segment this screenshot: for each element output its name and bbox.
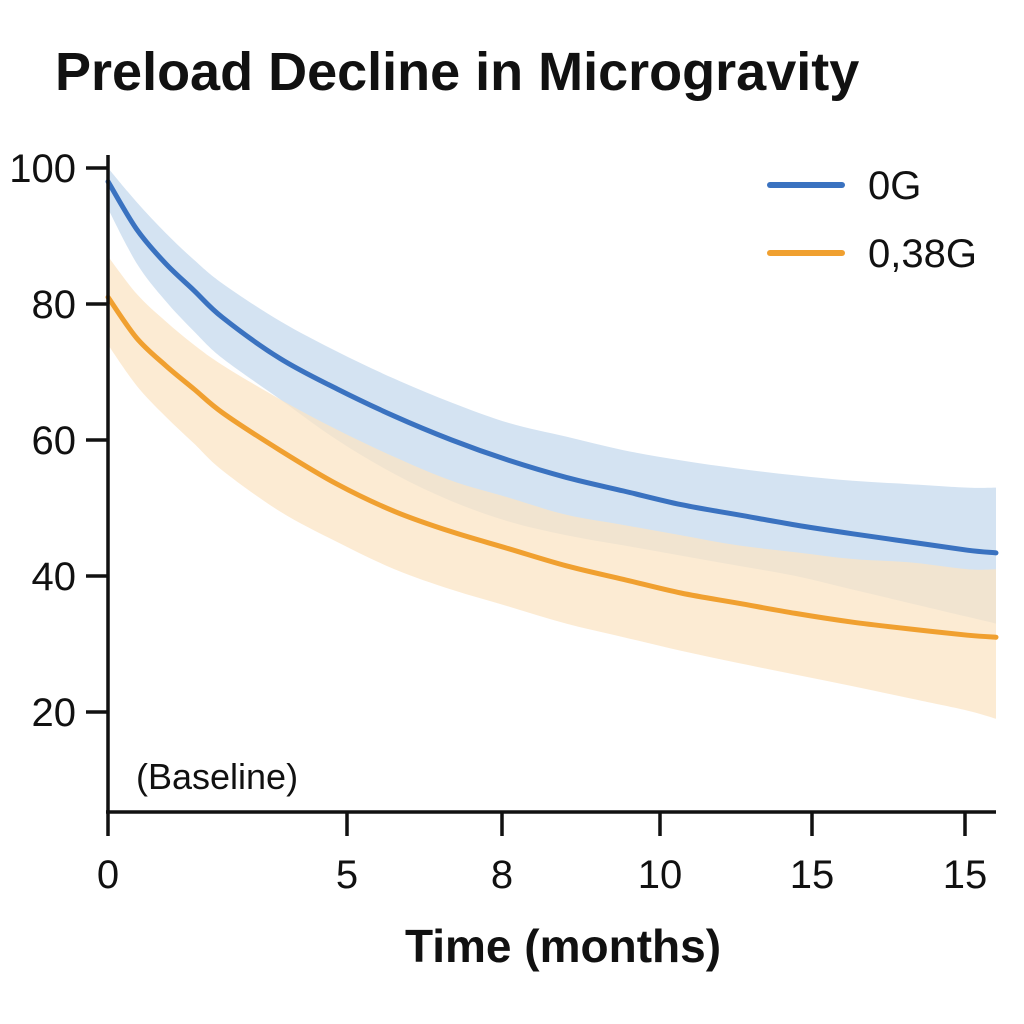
x-tick-label: 15 — [790, 853, 835, 897]
series-lines — [105, 179, 999, 640]
y-tick-label: 100 — [9, 147, 76, 191]
chart-title: Preload Decline in Microgravity — [55, 42, 859, 102]
x-tick-label: 5 — [336, 853, 358, 897]
legend: 0G 0,38G — [767, 164, 977, 276]
x-ticks: 0 5 8 10 15 15 — [97, 812, 987, 897]
y-tick-label: 80 — [32, 283, 77, 327]
x-tick-label: 0 — [97, 853, 119, 897]
y-tick-label: 20 — [32, 691, 77, 735]
legend-label: 0,38G — [868, 232, 977, 276]
x-tick-label: 8 — [491, 853, 513, 897]
legend-label: 0G — [868, 164, 921, 208]
confidence-bands — [108, 168, 996, 719]
line-series-1 — [105, 294, 999, 640]
baseline-annotation: (Baseline) — [136, 756, 298, 797]
x-axis-label: Time (months) — [405, 920, 721, 972]
band-series-1 — [108, 256, 996, 719]
line-series-0 — [105, 179, 999, 556]
x-tick-label: 15 — [943, 853, 988, 897]
band-series-0 — [108, 168, 996, 624]
y-tick-label: 40 — [32, 555, 77, 599]
axes — [106, 155, 996, 814]
x-tick-label: 10 — [638, 853, 683, 897]
y-ticks: 20 40 60 80 100 — [9, 147, 108, 735]
y-tick-label: 60 — [32, 419, 77, 463]
